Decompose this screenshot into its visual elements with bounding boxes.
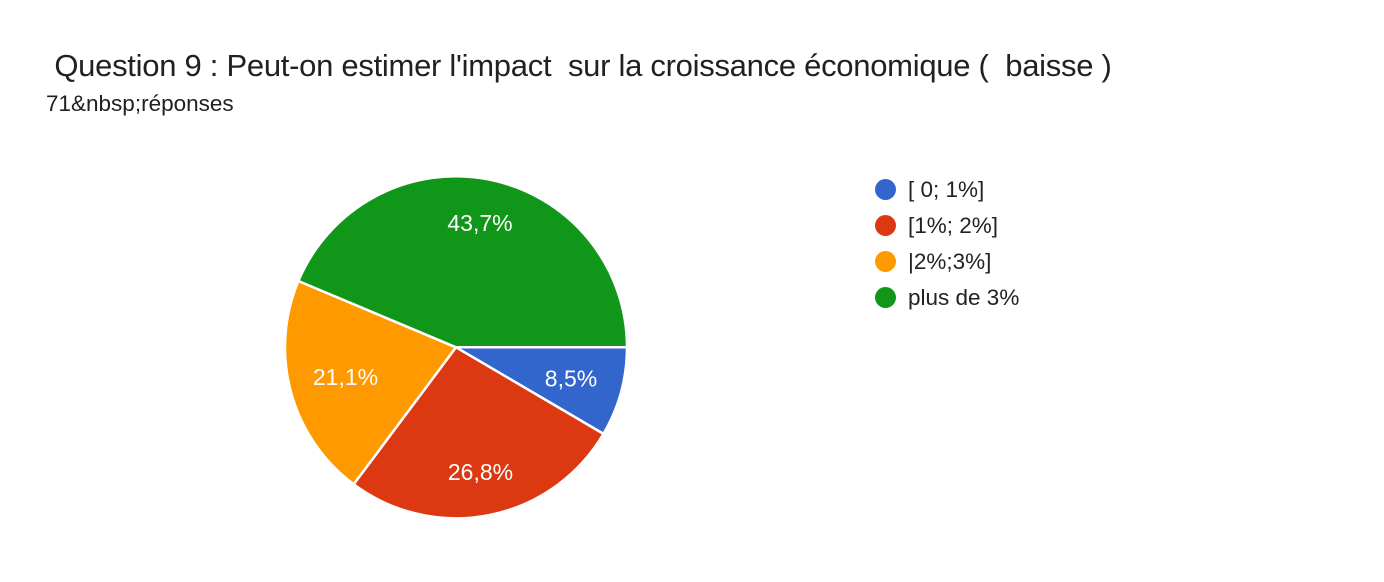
svg-text:21,1%: 21,1% <box>313 364 378 390</box>
svg-text:8,5%: 8,5% <box>545 366 597 392</box>
svg-text:43,7%: 43,7% <box>447 210 512 236</box>
svg-text:26,8%: 26,8% <box>448 459 513 485</box>
